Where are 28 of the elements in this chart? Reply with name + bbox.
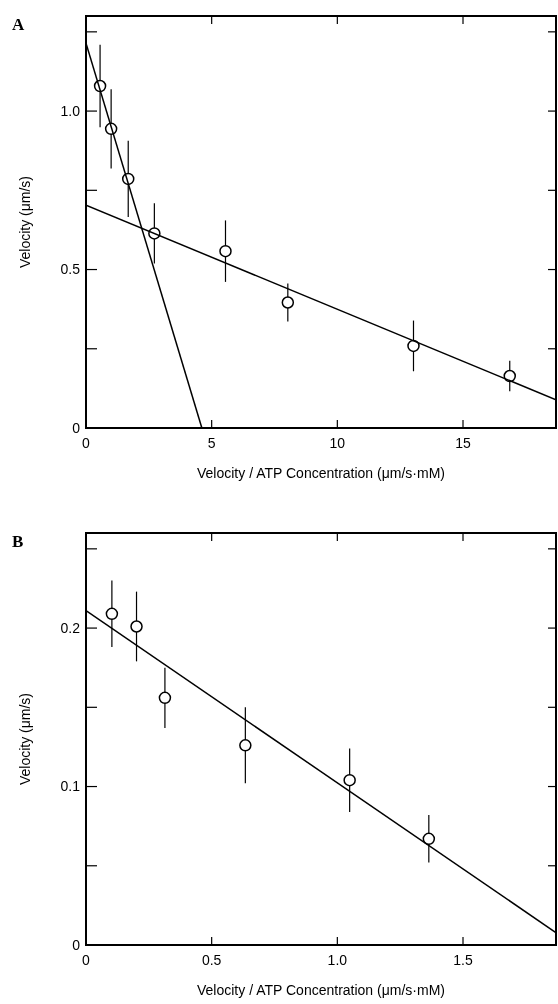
x-tick-label: 0	[82, 952, 91, 968]
y-tick-label: 0	[72, 419, 81, 436]
x-axis-title: Velocity / ATP Concentration (μm/s·mM)	[197, 982, 445, 998]
x-tick-label: 0	[82, 435, 91, 451]
point	[158, 691, 172, 705]
y-axis-title: Velocity (μm/s)	[17, 175, 33, 269]
point	[239, 739, 252, 752]
x-axis-title: Velocity / ATP Concentration (μm/s·mM)	[197, 465, 445, 481]
x-tick-label: 10	[329, 435, 346, 451]
point	[422, 832, 436, 846]
point	[219, 244, 232, 258]
y-tick-label: 1.0	[60, 102, 81, 119]
y-tick-label: 0	[72, 936, 81, 953]
x-tick-label: 1.5	[453, 952, 473, 968]
point	[105, 607, 119, 621]
x-tick-label: 0.5	[201, 952, 222, 968]
point	[343, 773, 356, 787]
y-tick-label: 0.5	[60, 261, 81, 278]
point	[281, 296, 295, 309]
x-tick-label: 1.0	[327, 952, 348, 968]
chart-title: A	[12, 15, 25, 34]
point	[130, 620, 143, 633]
y-tick-label: 0.1	[60, 778, 81, 795]
chart-title: B	[12, 532, 24, 551]
x-tick-label: 5	[207, 435, 216, 451]
x-tick-label: 15	[455, 435, 471, 451]
y-tick-label: 0.2	[60, 619, 81, 636]
y-axis-title: Velocity (μm/s)	[17, 692, 33, 786]
